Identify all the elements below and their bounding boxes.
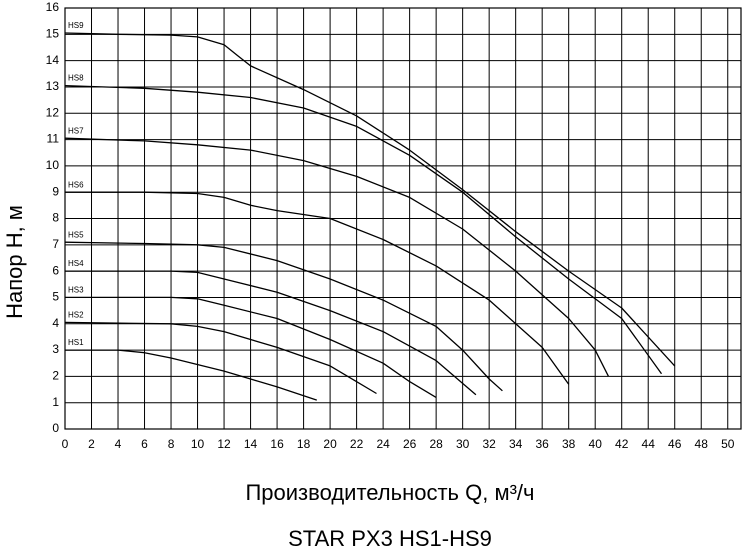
y-tick-label: 7	[52, 237, 59, 251]
y-tick-label: 9	[52, 184, 59, 198]
curve	[65, 191, 570, 385]
x-axis-title: Производительность Q, м³/ч	[245, 480, 534, 505]
y-tick-label: 15	[46, 26, 60, 40]
x-tick-label: 26	[403, 437, 417, 451]
x-tick-label: 22	[350, 437, 364, 451]
y-axis-title: Напор H, м	[2, 205, 27, 319]
y-tick-label: 3	[52, 342, 59, 356]
x-tick-label: 40	[589, 437, 603, 451]
y-tick-label: 10	[46, 158, 60, 172]
x-tick-label: 44	[642, 437, 656, 451]
curve	[65, 270, 477, 396]
y-tick-label: 14	[46, 53, 60, 67]
curve	[64, 32, 676, 367]
x-tick-label: 12	[217, 437, 231, 451]
y-tick-label: 16	[46, 0, 60, 14]
x-tick-label: 2	[88, 437, 95, 451]
series-label: HS8	[68, 74, 84, 83]
x-tick-label: 32	[482, 437, 496, 451]
x-tick-label: 16	[270, 437, 284, 451]
y-tick-label: 11	[47, 132, 60, 146]
curve	[65, 349, 318, 401]
y-tick-label: 8	[52, 211, 59, 225]
x-tick-label: 36	[535, 437, 549, 451]
y-tick-label: 12	[46, 105, 60, 119]
x-tick-label: 38	[562, 437, 576, 451]
curve	[64, 137, 610, 377]
x-tick-label: 0	[62, 437, 69, 451]
x-tick-label: 18	[297, 437, 311, 451]
curve	[64, 84, 663, 375]
chart-title: STAR PX3 HS1-HS9	[288, 526, 492, 551]
y-tick-label: 13	[46, 79, 60, 93]
series-label: HS7	[68, 126, 84, 135]
curve	[65, 296, 437, 398]
series-label: HS9	[68, 21, 84, 30]
y-tick-label: 2	[52, 369, 59, 383]
x-tick-label: 28	[429, 437, 443, 451]
series-label: HS4	[68, 259, 84, 268]
series-label: HS2	[68, 311, 84, 320]
y-tick-label: 6	[52, 263, 59, 277]
x-tick-label: 50	[721, 437, 735, 451]
x-tick-label: 46	[668, 437, 682, 451]
x-tick-label: 42	[615, 437, 629, 451]
x-tick-label: 4	[115, 437, 122, 451]
series-label: HS6	[68, 180, 84, 189]
x-tick-label: 20	[323, 437, 337, 451]
y-tick-label: 0	[52, 421, 59, 435]
y-tick-label: 1	[52, 395, 59, 409]
x-tick-label: 30	[456, 437, 470, 451]
x-tick-label: 34	[509, 437, 523, 451]
x-tick-label: 6	[141, 437, 148, 451]
y-tick-label: 4	[52, 316, 59, 330]
x-tick-label: 10	[191, 437, 205, 451]
series-label: HS5	[68, 230, 84, 239]
x-tick-label: 8	[168, 437, 175, 451]
curve	[64, 241, 503, 392]
x-tick-label: 48	[695, 437, 709, 451]
curve	[64, 321, 377, 395]
x-tick-label: 14	[244, 437, 258, 451]
series-label: HS3	[68, 286, 84, 295]
x-tick-label: 24	[376, 437, 390, 451]
y-tick-label: 5	[52, 290, 59, 304]
series-label: HS1	[68, 338, 84, 347]
